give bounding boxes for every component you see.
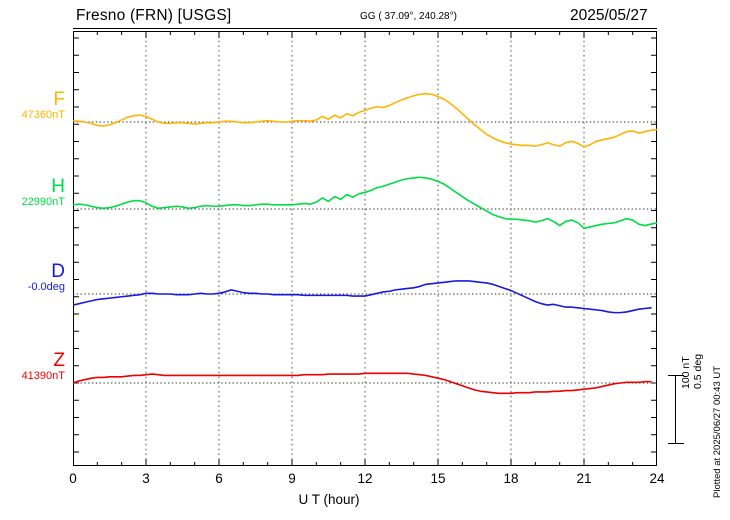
- scale-bar-line: [675, 375, 676, 444]
- series-label-h: H 22990nT: [22, 177, 65, 209]
- x-tick-label: 0: [69, 471, 77, 486]
- magnetogram-plot: [73, 31, 657, 466]
- plotted-timestamp: Plotted at 2025/06/27 00:43 UT: [712, 365, 723, 498]
- x-tick-label: 21: [576, 471, 592, 486]
- scale-bar-cap-top: [668, 375, 684, 376]
- series-baseline-h: 22990nT: [21, 196, 65, 208]
- x-axis-title-text: U T (hour): [298, 492, 360, 507]
- series-baseline-z: 41390nT: [21, 370, 65, 382]
- x-tick-label: 18: [503, 471, 519, 486]
- geographic-coordinates: GG ( 37.09°, 240.28°): [360, 11, 457, 22]
- series-label-d: D -0.0deg: [28, 262, 65, 294]
- x-tick-label: 9: [288, 471, 296, 486]
- trace-F: [73, 92, 657, 148]
- series-baseline-f: 47360nT: [21, 109, 65, 121]
- series-label-z: Z 41390nT: [22, 351, 65, 383]
- series-symbol-h: H: [51, 176, 65, 197]
- trace-Z: [73, 372, 652, 395]
- chart-canvas: [73, 31, 657, 466]
- series-symbol-f: F: [53, 89, 65, 110]
- x-tick-label: 12: [357, 471, 373, 486]
- station-title: Fresno (FRN) [USGS]: [76, 7, 232, 24]
- x-tick-label: 24: [649, 471, 665, 486]
- scale-bar-label-deg: 0.5 deg: [691, 353, 704, 389]
- trace-H: [73, 176, 657, 230]
- scale-bar-label-nt: 100 nT: [680, 356, 692, 389]
- series-baseline-d: -0.0deg: [27, 281, 65, 293]
- observation-date: 2025/05/27: [570, 7, 648, 24]
- scale-bar-label: 100 nT 0.5 deg: [680, 353, 704, 389]
- series-label-f: F 47360nT: [22, 90, 65, 122]
- series-symbol-d: D: [51, 261, 65, 282]
- series-symbol-z: Z: [53, 350, 65, 371]
- header-divider: [73, 28, 657, 29]
- x-axis-title: U T (hour): [0, 492, 730, 507]
- x-tick-label: 3: [142, 471, 150, 486]
- scale-bar-cap-bottom: [668, 443, 684, 444]
- trace-D: [73, 280, 652, 314]
- x-tick-label: 6: [215, 471, 223, 486]
- x-tick-label: 15: [430, 471, 446, 486]
- scale-bar: [668, 375, 684, 444]
